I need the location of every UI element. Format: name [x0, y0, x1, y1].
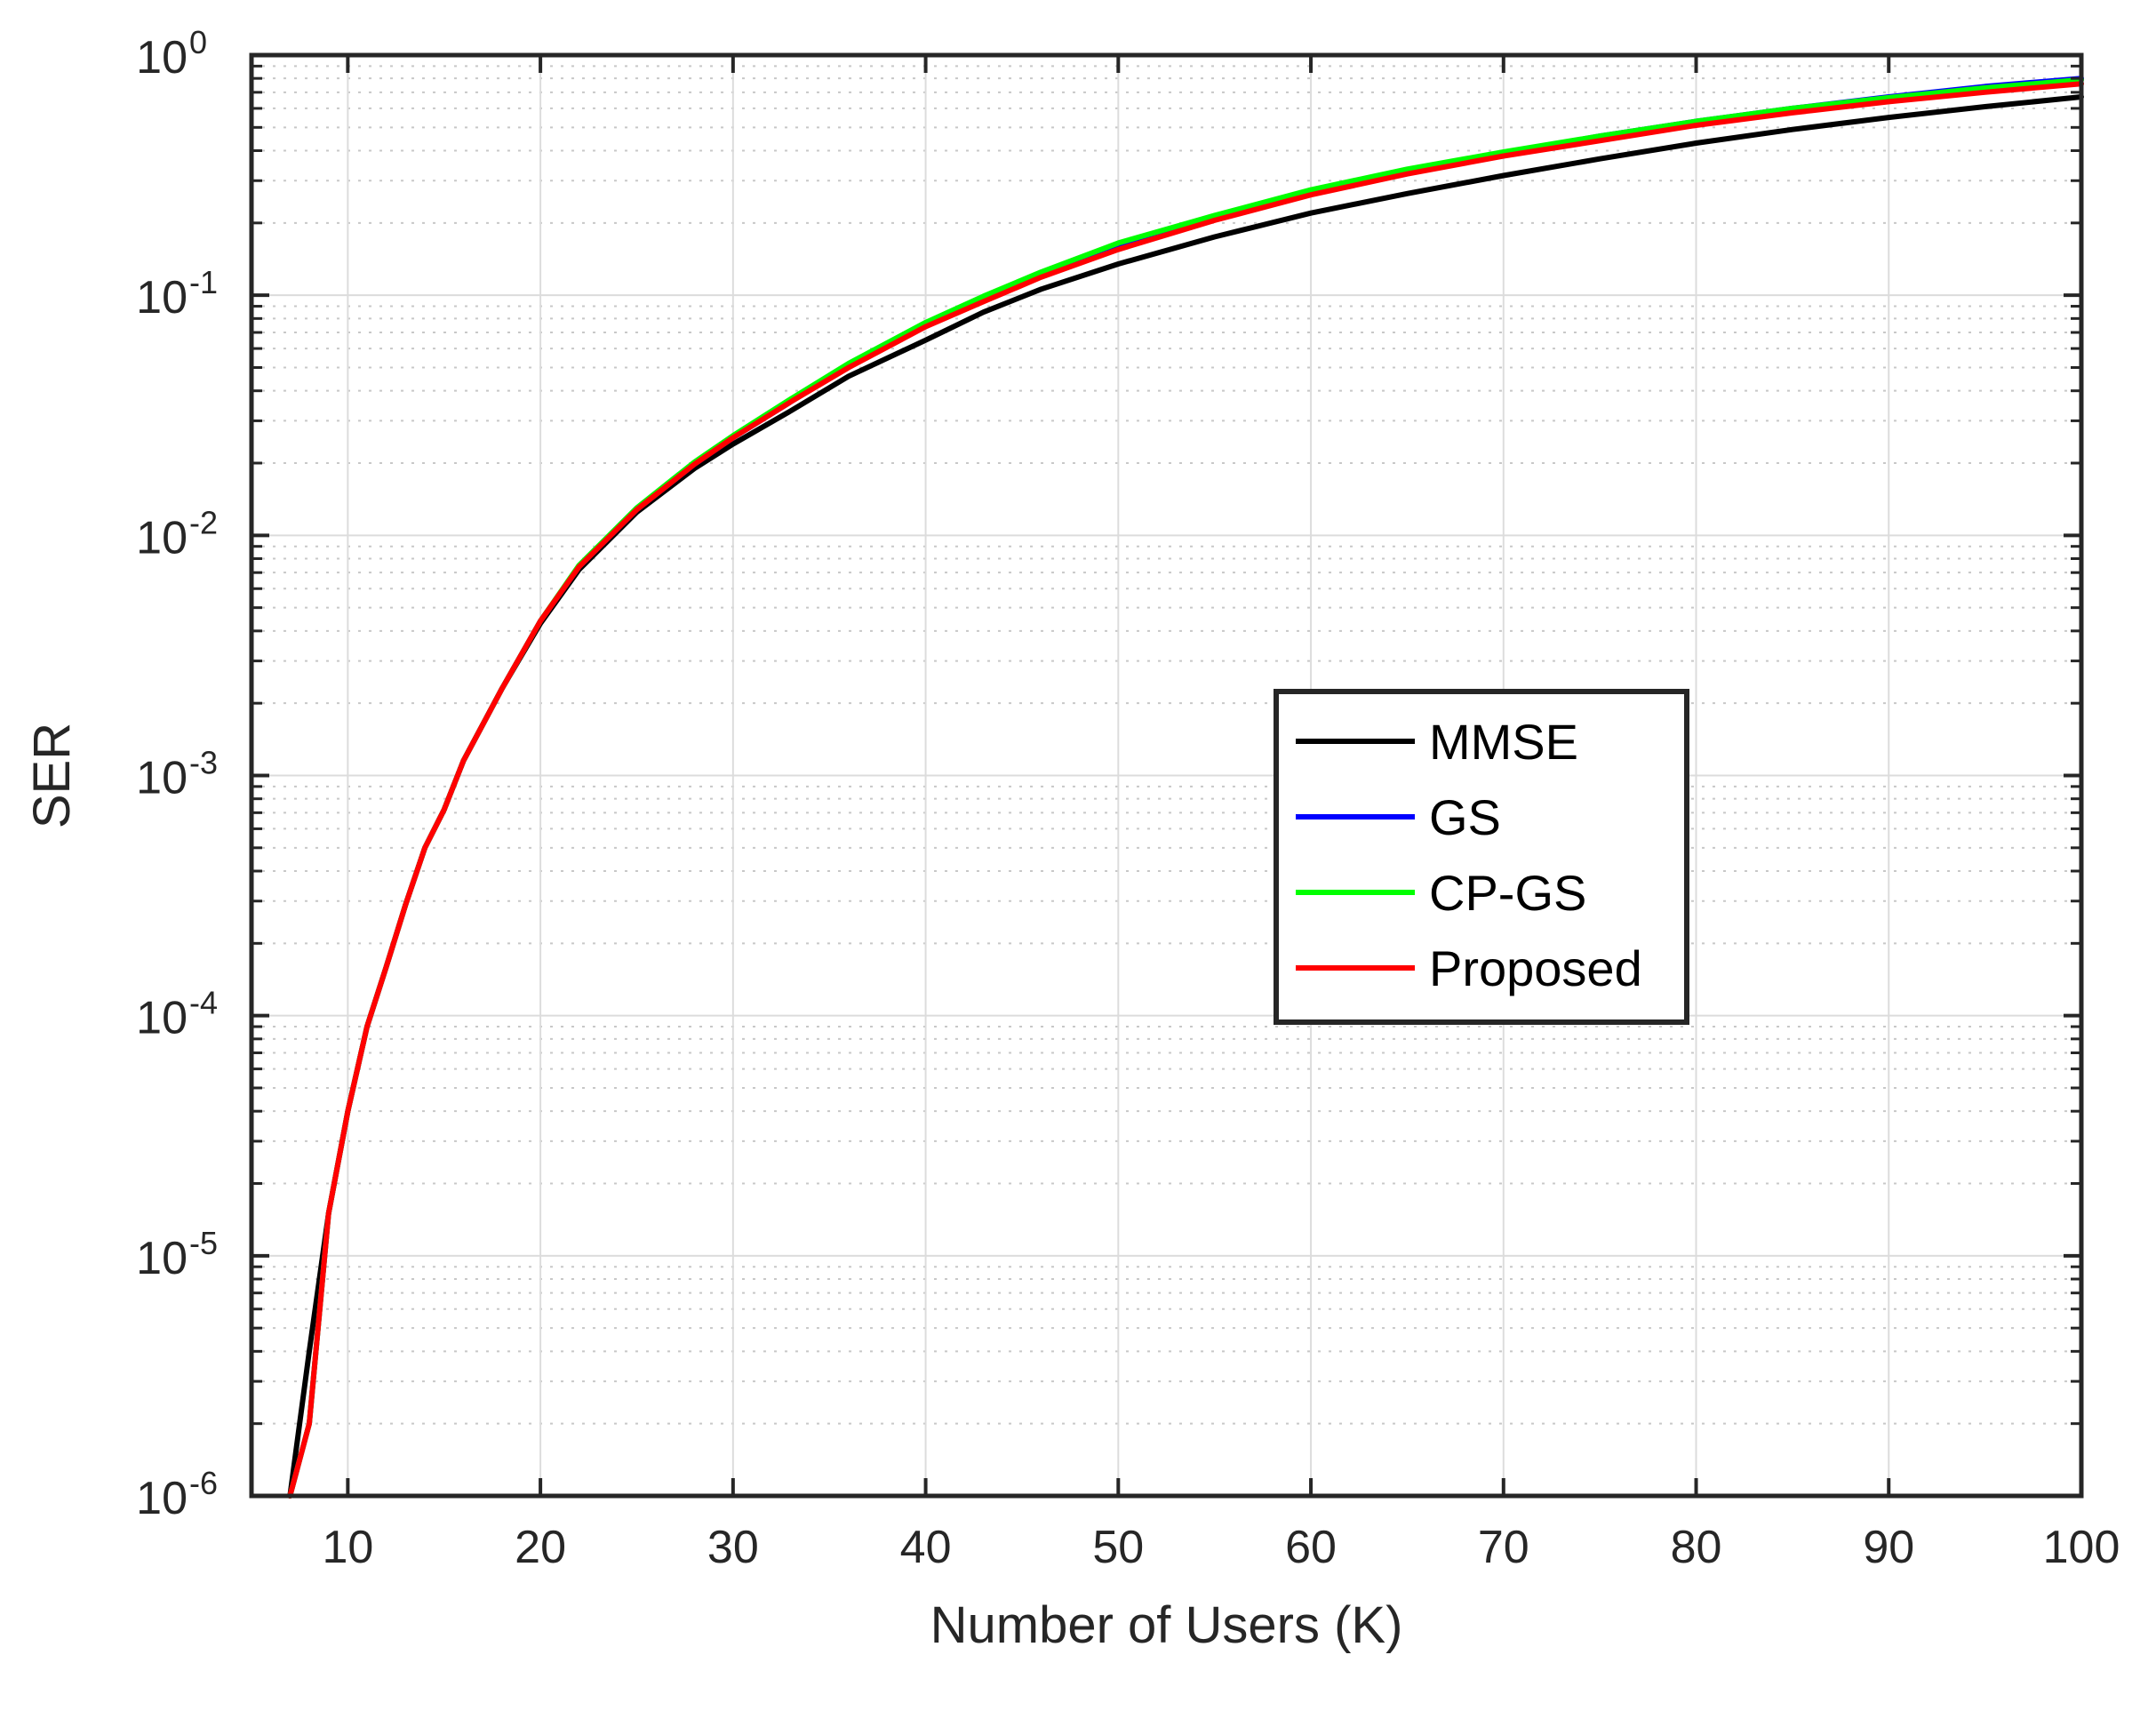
y-tick-label-base: 10 [136, 1233, 188, 1284]
y-tick-label-exponent: 0 [189, 24, 207, 60]
x-tick-label: 50 [1092, 1522, 1144, 1573]
y-tick-label-base: 10 [136, 1473, 188, 1524]
y-tick-label: 10 -4 [136, 985, 218, 1044]
y-tick-label: 10 -3 [136, 745, 218, 804]
y-tick-label-base: 10 [136, 32, 188, 84]
legend: MMSE GS CP-GS Proposed [1274, 689, 1689, 1025]
y-tick-label-exponent: -1 [189, 264, 218, 300]
y-axis-title: SER [23, 723, 81, 828]
y-tick-label-exponent: -2 [189, 504, 218, 540]
series-layer [287, 76, 2084, 1499]
axis-ticks [252, 53, 2083, 1498]
x-tick-label: 80 [1671, 1522, 1722, 1573]
x-axis-title: Number of Users (K) [930, 1596, 1403, 1654]
y-tick-label-base: 10 [136, 993, 188, 1044]
legend-label-cp-gs: CP-GS [1429, 865, 1586, 921]
x-axis-tick-labels: 10 20 30 40 50 60 70 80 90 100 [322, 1522, 2120, 1573]
legend-label-mmse: MMSE [1429, 714, 1578, 770]
x-tick-label: 100 [2043, 1522, 2120, 1573]
y-tick-label-exponent: -3 [189, 745, 218, 781]
y-tick-label-exponent: -4 [189, 985, 218, 1021]
y-tick-label: 10 -6 [136, 1465, 218, 1524]
x-tick-label: 60 [1285, 1522, 1337, 1573]
y-tick-label: 10 -5 [136, 1225, 218, 1284]
y-tick-label: 10 -1 [136, 264, 218, 324]
x-tick-label: 20 [515, 1522, 566, 1573]
x-tick-label: 30 [707, 1522, 759, 1573]
y-tick-label-exponent: -6 [189, 1465, 218, 1501]
y-tick-label-base: 10 [136, 272, 188, 324]
y-tick-label-exponent: -5 [189, 1225, 218, 1261]
y-tick-label: 10 -2 [136, 504, 218, 564]
x-tick-label: 40 [900, 1522, 952, 1573]
y-tick-label-base: 10 [136, 512, 188, 564]
x-tick-label: 70 [1478, 1522, 1529, 1573]
x-tick-label: 90 [1863, 1522, 1914, 1573]
legend-label-proposed: Proposed [1429, 940, 1642, 996]
x-tick-label: 10 [322, 1522, 373, 1573]
y-tick-label: 10 0 [136, 24, 207, 84]
series-line-proposed [287, 81, 2084, 1499]
legend-label-gs: GS [1429, 789, 1501, 845]
y-tick-label-base: 10 [136, 753, 188, 804]
